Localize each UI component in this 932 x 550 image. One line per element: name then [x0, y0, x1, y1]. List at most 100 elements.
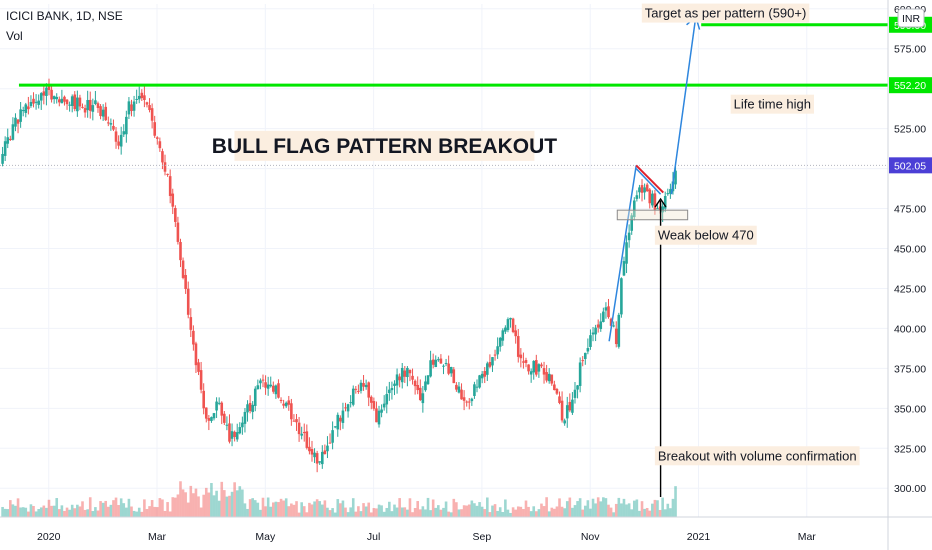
candle-body	[555, 389, 559, 394]
support-zone-box	[616, 209, 689, 221]
volume-bar	[331, 508, 334, 517]
volume-bar	[674, 486, 677, 517]
candle-body	[34, 101, 38, 103]
candle-body	[568, 401, 572, 411]
volume-bar	[91, 511, 95, 517]
volume-bar	[212, 495, 216, 517]
candle-body	[457, 386, 461, 393]
chart-title-background	[234, 130, 535, 161]
volume-bar	[192, 493, 195, 517]
candle-body	[336, 414, 340, 430]
candle-body	[488, 362, 492, 367]
candle-body	[168, 176, 172, 196]
chart-title-group: BULL FLAG PATTERN BREAKOUT	[212, 130, 557, 161]
candle-body	[573, 389, 577, 398]
candle-body	[21, 110, 25, 112]
price-marker-background	[889, 77, 932, 94]
volume-bar	[11, 504, 15, 517]
volume-bar	[99, 501, 102, 517]
volume-bar	[112, 500, 115, 517]
volume-bar	[210, 483, 213, 517]
price-marker[interactable]: 502.05	[889, 157, 932, 174]
symbol-title[interactable]: ICICI BANK, 1D, NSE	[6, 9, 123, 23]
volume-bar	[315, 499, 319, 517]
volume-bar	[83, 509, 87, 517]
candle-body	[509, 317, 512, 320]
volume-bar	[604, 498, 608, 517]
volume-bar	[305, 512, 309, 517]
candle-body	[604, 307, 608, 311]
volume-bar	[632, 500, 636, 517]
volume-bar	[341, 500, 345, 517]
candle-body	[323, 450, 327, 455]
volume-bar	[3, 508, 7, 517]
candle-body	[669, 189, 672, 194]
volume-bar	[547, 511, 551, 517]
volume-bar	[328, 510, 332, 517]
volume-bar	[666, 503, 670, 517]
candle-body	[153, 122, 157, 136]
candle-body	[287, 400, 291, 405]
candle-body	[395, 374, 399, 386]
volume-bar	[504, 499, 507, 517]
breakout-arrowhead	[654, 197, 667, 208]
candle-body	[498, 337, 502, 347]
volume-bar	[612, 512, 615, 517]
volume-bar	[150, 500, 154, 517]
candle-body	[470, 398, 474, 402]
volume-bar	[390, 511, 394, 517]
volume-label[interactable]: Vol	[6, 29, 23, 43]
candle-body	[620, 278, 623, 315]
volume-bar	[163, 510, 167, 517]
volume-bar	[241, 489, 244, 517]
candle-body	[3, 141, 7, 156]
volume-bar	[181, 489, 185, 517]
candle-body	[632, 200, 636, 218]
volume-bar	[349, 507, 352, 517]
volume-bar	[253, 500, 257, 517]
candle-body	[424, 381, 427, 391]
volume-bar	[491, 505, 494, 517]
candle-body	[578, 362, 582, 386]
annotation-text: Life time high	[734, 97, 811, 112]
currency-badge[interactable]: INR	[897, 8, 925, 28]
price-marker-label: 502.05	[894, 160, 926, 172]
volume-bar	[532, 506, 536, 517]
candle-body	[403, 370, 407, 377]
volume-bar	[137, 507, 141, 517]
volume-bar	[594, 503, 597, 517]
volume-bar	[406, 509, 409, 517]
volume-bar	[519, 506, 523, 517]
candle-body	[220, 402, 224, 416]
candle-body	[279, 399, 283, 401]
candle-body	[400, 367, 404, 383]
volume-bar	[357, 506, 360, 517]
candle-body	[393, 383, 396, 386]
volume-bar	[197, 496, 200, 517]
candle-body	[550, 374, 554, 384]
candle-body	[259, 380, 262, 384]
volume-bar	[204, 487, 208, 517]
price-marker[interactable]: 552.20	[889, 77, 932, 94]
volume-bar	[416, 501, 420, 517]
candle-body	[449, 366, 453, 374]
volume-bar	[537, 509, 541, 517]
candle-body	[233, 431, 236, 438]
candle-body	[596, 324, 600, 328]
candle-body	[135, 98, 138, 100]
candle-body	[251, 404, 254, 413]
volume-bar	[333, 512, 337, 517]
volume-bar	[473, 503, 476, 517]
volume-bar	[460, 509, 463, 517]
volume-bar	[194, 488, 198, 517]
candle-body	[47, 85, 51, 90]
candle-body	[622, 261, 626, 276]
candle-body	[532, 360, 536, 373]
candle-body	[524, 360, 528, 363]
candle-body	[42, 91, 46, 96]
volume-bar	[638, 510, 641, 517]
time-tick-label: Nov	[581, 531, 600, 543]
volume-bar	[202, 494, 205, 517]
volume-bar	[320, 504, 324, 517]
target-projection-line	[670, 16, 697, 195]
